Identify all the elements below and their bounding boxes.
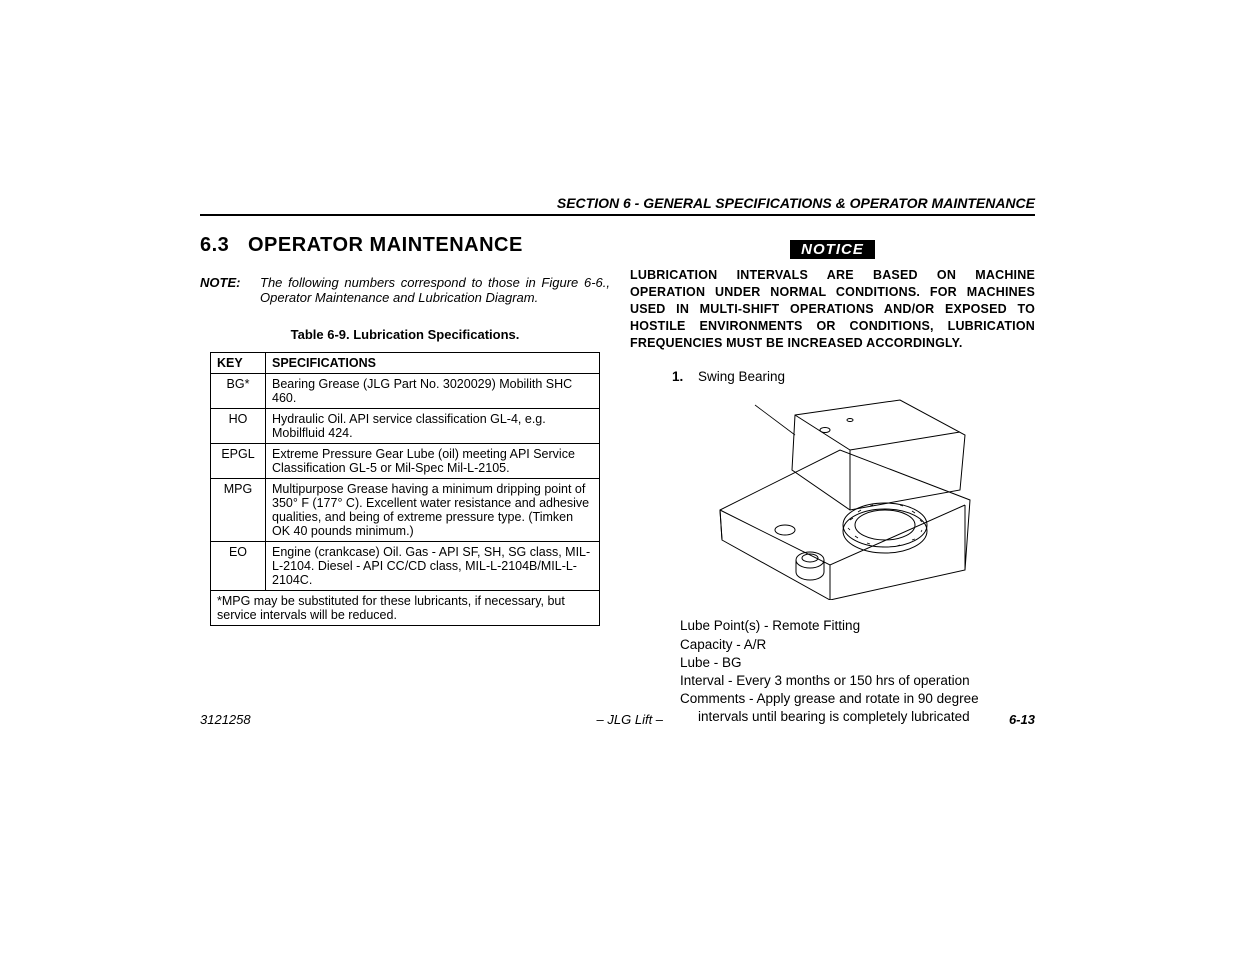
- detail-line: Lube Point(s) - Remote Fitting: [680, 617, 1035, 635]
- col-key: KEY: [211, 353, 266, 374]
- cell-key: EO: [211, 542, 266, 591]
- notice-text: LUBRICATION INTERVALS ARE BASED ON MACHI…: [630, 267, 1035, 351]
- cell-key: MPG: [211, 479, 266, 542]
- item-title: Swing Bearing: [698, 369, 785, 384]
- note-label: NOTE:: [200, 275, 260, 305]
- note-block: NOTE: The following numbers correspond t…: [200, 275, 610, 305]
- right-column: NOTICE LUBRICATION INTERVALS ARE BASED O…: [630, 234, 1035, 727]
- page-footer: 3121258 – JLG Lift – 6-13: [200, 684, 1035, 727]
- item-number: 1.: [672, 369, 698, 384]
- notice-badge: NOTICE: [790, 240, 875, 259]
- footer-center: – JLG Lift –: [597, 712, 663, 727]
- heading-number: 6.3: [200, 234, 248, 257]
- table-footnote-row: *MPG may be substituted for these lubric…: [211, 591, 600, 626]
- col-spec: SPECIFICATIONS: [266, 353, 600, 374]
- cell-spec: Multipurpose Grease having a minimum dri…: [266, 479, 600, 542]
- swing-bearing-diagram: [700, 390, 1035, 605]
- section-heading: 6.3OPERATOR MAINTENANCE: [200, 234, 610, 257]
- heading-title: OPERATOR MAINTENANCE: [248, 234, 523, 256]
- footer-right: 6-13: [1009, 712, 1035, 727]
- cell-spec: Bearing Grease (JLG Part No. 3020029) Mo…: [266, 374, 600, 409]
- cell-key: BG*: [211, 374, 266, 409]
- table-row: EPGL Extreme Pressure Gear Lube (oil) me…: [211, 444, 600, 479]
- detail-line: Capacity - A/R: [680, 636, 1035, 654]
- table-row: HO Hydraulic Oil. API service classifica…: [211, 409, 600, 444]
- detail-line: Lube - BG: [680, 654, 1035, 672]
- cell-spec: Extreme Pressure Gear Lube (oil) meeting…: [266, 444, 600, 479]
- swing-bearing-icon: [700, 390, 980, 600]
- page-content: SECTION 6 - GENERAL SPECIFICATIONS & OPE…: [200, 195, 1035, 727]
- note-text: The following numbers correspond to thos…: [260, 275, 610, 305]
- section-header: SECTION 6 - GENERAL SPECIFICATIONS & OPE…: [200, 195, 1035, 216]
- table-row: EO Engine (crankcase) Oil. Gas - API SF,…: [211, 542, 600, 591]
- table-row: MPG Multipurpose Grease having a minimum…: [211, 479, 600, 542]
- table-caption: Table 6-9. Lubrication Specifications.: [200, 327, 610, 342]
- table-header-row: KEY SPECIFICATIONS: [211, 353, 600, 374]
- cell-spec: Hydraulic Oil. API service classificatio…: [266, 409, 600, 444]
- cell-spec: Engine (crankcase) Oil. Gas - API SF, SH…: [266, 542, 600, 591]
- left-column: 6.3OPERATOR MAINTENANCE NOTE: The follow…: [200, 234, 610, 727]
- table-row: BG* Bearing Grease (JLG Part No. 3020029…: [211, 374, 600, 409]
- table-footnote: *MPG may be substituted for these lubric…: [211, 591, 600, 626]
- footer-left: 3121258: [200, 712, 251, 727]
- item-heading: 1. Swing Bearing: [672, 369, 1035, 384]
- lubrication-table: KEY SPECIFICATIONS BG* Bearing Grease (J…: [210, 352, 600, 626]
- cell-key: HO: [211, 409, 266, 444]
- cell-key: EPGL: [211, 444, 266, 479]
- two-column-layout: 6.3OPERATOR MAINTENANCE NOTE: The follow…: [200, 234, 1035, 727]
